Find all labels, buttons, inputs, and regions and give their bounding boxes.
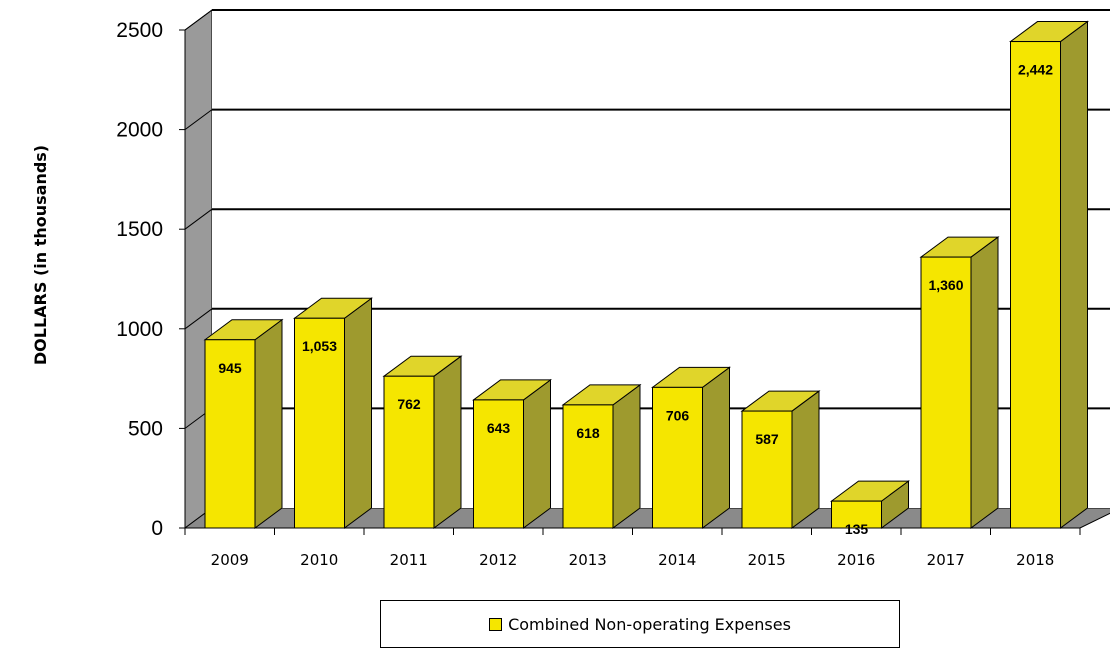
x-tick-label: 2012 bbox=[479, 551, 517, 569]
x-tick-label: 2014 bbox=[658, 551, 696, 569]
bar bbox=[1010, 41, 1061, 529]
bar-2016: 135 bbox=[829, 480, 911, 537]
bar bbox=[204, 339, 256, 529]
x-tick-label: 2009 bbox=[211, 551, 249, 569]
bar-chart: 0 500 1000 1500 2000 2500 2009 2010 2011 2012 201… bbox=[31, 9, 1110, 569]
y-axis-label: DOLLARS (in thousands) bbox=[31, 145, 50, 365]
data-label: 135 bbox=[845, 521, 869, 537]
y-tick-label: 1500 bbox=[116, 218, 163, 241]
bar bbox=[562, 404, 614, 529]
bar-2017: 1,360 bbox=[919, 236, 1000, 529]
data-label: 762 bbox=[397, 396, 421, 412]
legend-swatch bbox=[489, 617, 503, 631]
gridline-diagonal bbox=[184, 109, 213, 131]
bar-2015: 587 bbox=[740, 390, 821, 529]
x-tick-label: 2015 bbox=[748, 551, 786, 569]
bar-side bbox=[791, 390, 820, 529]
bar-2012: 643 bbox=[471, 378, 553, 529]
bar-side bbox=[433, 355, 462, 529]
legend: Combined Non-operating Expenses bbox=[380, 600, 900, 648]
y-tick-label: 2500 bbox=[116, 19, 163, 42]
bar-2013: 618 bbox=[561, 383, 642, 529]
bar bbox=[383, 375, 435, 529]
bar-2018: 2,442 bbox=[1008, 20, 1090, 529]
y-axis: 0 500 1000 1500 2000 2500 bbox=[116, 19, 186, 540]
data-label: 706 bbox=[666, 407, 690, 423]
data-label: 643 bbox=[487, 420, 511, 436]
bar bbox=[920, 256, 972, 529]
legend-label: Combined Non-operating Expenses bbox=[508, 614, 791, 634]
x-tick-label: 2018 bbox=[1016, 551, 1054, 569]
bar bbox=[741, 410, 793, 529]
x-tick-label: 2016 bbox=[837, 551, 875, 569]
data-label: 1,053 bbox=[302, 338, 337, 354]
data-label: 945 bbox=[218, 360, 242, 376]
bar-side bbox=[254, 318, 283, 529]
bar-2009: 945 bbox=[203, 318, 284, 529]
bar-side bbox=[612, 383, 641, 529]
x-tick-label: 2013 bbox=[569, 551, 607, 569]
gridline-diagonal bbox=[184, 208, 213, 230]
y-tick-label: 2000 bbox=[116, 119, 163, 142]
gridline-diagonal bbox=[184, 9, 213, 31]
bar-2010: 1,053 bbox=[292, 297, 374, 529]
bar bbox=[652, 386, 703, 529]
bar-side bbox=[523, 378, 551, 529]
bar bbox=[294, 317, 345, 529]
bar-2014: 706 bbox=[650, 366, 732, 529]
x-tick-label: 2017 bbox=[927, 551, 965, 569]
bar-side bbox=[344, 297, 372, 529]
bar-side bbox=[702, 366, 730, 529]
y-tick-label: 500 bbox=[128, 417, 163, 440]
bars: 945 1,053 762 643 618 706 587 135 1,360 2,442 bbox=[203, 20, 1090, 537]
bar bbox=[473, 399, 524, 529]
data-label: 1,360 bbox=[928, 277, 963, 293]
data-label: 587 bbox=[755, 431, 779, 447]
gridline-diagonal bbox=[184, 308, 213, 330]
x-tick-label: 2011 bbox=[390, 551, 428, 569]
bar-2011: 762 bbox=[382, 355, 463, 529]
bar-side bbox=[1060, 20, 1088, 529]
y-tick-label: 0 bbox=[151, 517, 163, 540]
x-tick-label: 2010 bbox=[300, 551, 338, 569]
x-axis: 2009 2010 2011 2012 2013 2014 2015 2016 2017 2018 bbox=[184, 527, 1081, 569]
data-label: 2,442 bbox=[1018, 62, 1053, 78]
bar bbox=[831, 500, 882, 529]
data-label: 618 bbox=[576, 425, 600, 441]
bar-side bbox=[970, 236, 999, 529]
y-tick-label: 1000 bbox=[116, 318, 163, 341]
